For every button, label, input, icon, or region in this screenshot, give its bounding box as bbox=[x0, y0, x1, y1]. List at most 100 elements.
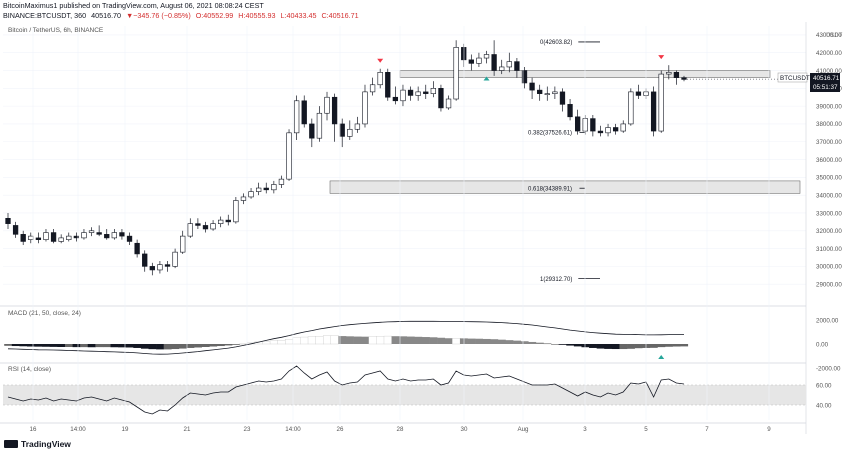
candle[interactable] bbox=[529, 77, 535, 100]
time-axis[interactable]: 16 14:00 19 21 23 14:00 26 28 30 Aug 3 5 7 9 bbox=[0, 26, 806, 433]
rsi-pane[interactable]: 60.00 40.00 bbox=[0, 362, 832, 415]
candle[interactable] bbox=[506, 52, 512, 73]
candle[interactable] bbox=[58, 234, 64, 244]
candle[interactable] bbox=[240, 193, 247, 205]
candle[interactable] bbox=[552, 86, 558, 100]
candle[interactable] bbox=[590, 115, 596, 137]
candle[interactable] bbox=[415, 86, 421, 101]
horizontal-zone[interactable] bbox=[329, 180, 801, 194]
candle[interactable] bbox=[453, 40, 459, 101]
candle[interactable] bbox=[157, 261, 163, 274]
candle[interactable] bbox=[202, 221, 209, 233]
candle[interactable] bbox=[111, 228, 117, 240]
candle[interactable] bbox=[180, 230, 186, 254]
candle[interactable] bbox=[293, 95, 300, 140]
candle[interactable] bbox=[650, 86, 657, 137]
candle[interactable] bbox=[142, 250, 148, 272]
candle[interactable] bbox=[567, 99, 573, 121]
candle[interactable] bbox=[255, 182, 262, 196]
candle[interactable] bbox=[20, 230, 26, 246]
candle[interactable] bbox=[324, 91, 330, 121]
candle[interactable] bbox=[620, 120, 626, 133]
chart-area[interactable]: 29000.0030000.0031000.0032000.0033000.00… bbox=[0, 22, 850, 437]
candle[interactable] bbox=[544, 86, 550, 101]
candle[interactable] bbox=[286, 129, 292, 181]
macd-histogram-bar bbox=[102, 344, 111, 348]
candle[interactable] bbox=[263, 182, 269, 194]
candle[interactable] bbox=[445, 95, 452, 110]
candle[interactable] bbox=[673, 70, 680, 85]
candle[interactable] bbox=[66, 232, 72, 242]
candle-body-down bbox=[491, 54, 497, 71]
candle[interactable] bbox=[681, 75, 687, 82]
candle[interactable] bbox=[164, 261, 171, 272]
candle[interactable] bbox=[347, 120, 353, 140]
candle[interactable] bbox=[50, 228, 57, 244]
candle[interactable] bbox=[248, 188, 254, 199]
candle[interactable] bbox=[392, 86, 399, 105]
candle[interactable] bbox=[575, 109, 581, 135]
candle[interactable] bbox=[81, 228, 87, 240]
candle[interactable] bbox=[12, 221, 19, 238]
candle-body-up bbox=[255, 187, 262, 192]
candle[interactable] bbox=[149, 262, 155, 276]
candle[interactable] bbox=[96, 225, 102, 237]
candle[interactable] bbox=[385, 68, 391, 101]
candle[interactable] bbox=[597, 125, 604, 137]
candle[interactable] bbox=[73, 232, 80, 242]
candle[interactable] bbox=[104, 228, 110, 240]
candle[interactable] bbox=[43, 228, 49, 242]
candle[interactable] bbox=[88, 227, 95, 237]
candle[interactable] bbox=[400, 84, 406, 107]
candle[interactable] bbox=[331, 93, 338, 142]
candle[interactable] bbox=[218, 216, 224, 228]
candle[interactable] bbox=[499, 59, 505, 75]
candle[interactable] bbox=[134, 239, 140, 258]
candle[interactable] bbox=[430, 81, 437, 98]
candle[interactable] bbox=[369, 77, 376, 96]
candle[interactable] bbox=[316, 106, 323, 142]
candle[interactable] bbox=[483, 50, 490, 64]
candle[interactable] bbox=[605, 123, 611, 137]
macd-histogram-bar bbox=[285, 339, 294, 345]
candle[interactable] bbox=[126, 232, 133, 246]
candle[interactable] bbox=[521, 66, 528, 89]
candle-body-up bbox=[666, 71, 672, 75]
tradingview-logo[interactable]: TradingView bbox=[4, 439, 71, 449]
candle[interactable] bbox=[514, 58, 520, 78]
candle[interactable] bbox=[271, 180, 277, 194]
candle[interactable] bbox=[195, 218, 201, 229]
candle[interactable] bbox=[628, 88, 634, 126]
candle[interactable] bbox=[658, 70, 664, 133]
candle[interactable] bbox=[119, 228, 125, 240]
candle[interactable] bbox=[635, 84, 642, 100]
candle[interactable] bbox=[309, 118, 315, 148]
macd-pane[interactable]: 2000.00 0.00 -2000.00 bbox=[0, 305, 841, 372]
candle[interactable] bbox=[362, 84, 368, 128]
candle[interactable] bbox=[377, 68, 383, 89]
candle[interactable] bbox=[476, 52, 482, 67]
candle[interactable] bbox=[5, 212, 11, 229]
candle[interactable] bbox=[278, 175, 285, 189]
candle[interactable] bbox=[172, 248, 178, 269]
candle[interactable] bbox=[225, 214, 231, 226]
candle[interactable] bbox=[468, 54, 474, 71]
price-pane[interactable]: 29000.0030000.0031000.0032000.0033000.00… bbox=[3, 22, 843, 434]
candle[interactable] bbox=[423, 84, 429, 100]
candle[interactable] bbox=[301, 95, 307, 128]
candle[interactable] bbox=[666, 65, 672, 80]
candle[interactable] bbox=[407, 86, 414, 101]
candle[interactable] bbox=[210, 220, 216, 231]
candle[interactable] bbox=[537, 84, 543, 101]
candle[interactable] bbox=[491, 40, 497, 76]
macd-histogram-bar bbox=[596, 344, 605, 349]
price-tag-symbol: BTCUSDT bbox=[780, 75, 810, 82]
candle[interactable] bbox=[612, 123, 619, 135]
candle[interactable] bbox=[354, 116, 361, 133]
candle[interactable] bbox=[438, 84, 444, 112]
candle[interactable] bbox=[35, 232, 42, 244]
candle[interactable] bbox=[187, 218, 193, 238]
candle[interactable] bbox=[233, 196, 239, 224]
candle-body-up bbox=[28, 235, 34, 240]
candle[interactable] bbox=[559, 88, 566, 112]
